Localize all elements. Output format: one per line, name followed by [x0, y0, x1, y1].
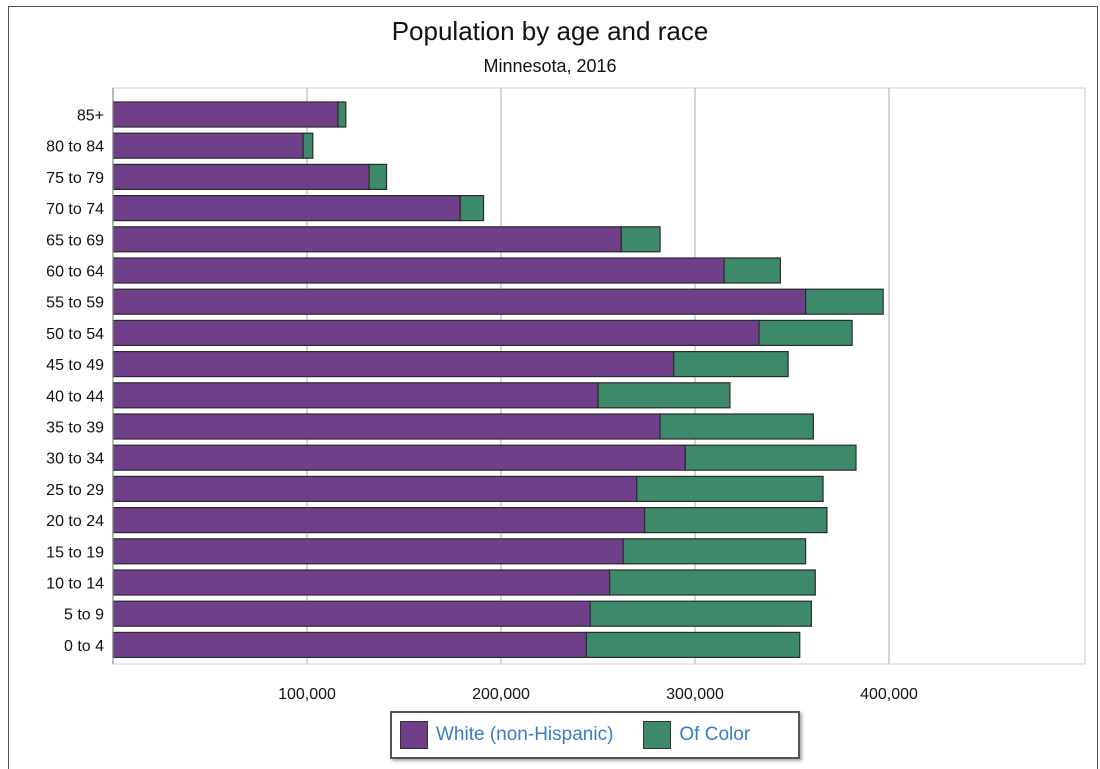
bar-white-12	[112, 475, 638, 502]
bar-of-color-13	[643, 507, 828, 534]
bar-white-7	[112, 319, 760, 346]
bar-white-9	[112, 382, 599, 409]
bar-white-8	[112, 351, 675, 378]
bar-white-16	[112, 600, 591, 627]
bar-white-15	[112, 569, 611, 596]
bar-of-color-10	[659, 413, 814, 440]
y-tick-label-6: 55 to 59	[46, 295, 104, 312]
bar-white-2	[112, 163, 370, 190]
chart-frame	[8, 6, 1098, 769]
bar-of-color-0	[337, 101, 347, 128]
bar-of-color-8	[673, 351, 789, 378]
bar-white-3	[112, 195, 461, 222]
y-tick-label-8: 45 to 49	[46, 357, 104, 374]
y-tick-label-16: 5 to 9	[64, 607, 104, 624]
bar-of-color-11	[684, 444, 857, 471]
legend-label-white: White (non-Hispanic)	[436, 724, 614, 745]
bar-of-color-5	[723, 257, 781, 284]
bar-of-color-6	[804, 288, 884, 315]
bar-of-color-16	[589, 600, 812, 627]
legend-item-white: White (non-Hispanic)	[400, 721, 613, 749]
bar-white-6	[112, 288, 807, 315]
axes: 100,000 200,000 300,000 400,000 85+ 80 to 84 7…	[46, 88, 1085, 703]
y-tick-label-14: 15 to 19	[46, 544, 104, 561]
bar-of-color-17	[585, 631, 801, 659]
x-tick-label-2: 300,000	[666, 686, 724, 703]
y-tick-label-10: 35 to 39	[46, 420, 104, 437]
legend-swatch-white	[400, 721, 428, 749]
bar-white-1	[112, 132, 304, 159]
bar-of-color-12	[636, 475, 824, 502]
x-tick-label-1: 200,000	[472, 686, 530, 703]
chart-title: Population by age and race	[391, 16, 709, 46]
y-tick-label-11: 30 to 34	[46, 451, 104, 468]
bars	[112, 101, 884, 659]
bar-of-color-15	[609, 569, 816, 596]
bar-of-color-14	[622, 538, 807, 565]
legend-item-of-color: Of Color	[643, 721, 750, 749]
x-tick-label-3: 400,000	[860, 686, 918, 703]
bar-white-13	[112, 507, 646, 534]
legend-swatch-of-color	[643, 721, 672, 749]
bar-of-color-9	[597, 382, 731, 409]
y-tick-label-13: 20 to 24	[46, 513, 104, 530]
y-tick-label-5: 60 to 64	[46, 264, 104, 281]
bar-of-color-2	[368, 163, 388, 190]
y-tick-label-17: 0 to 4	[64, 638, 104, 655]
bar-of-color-1	[302, 132, 314, 159]
y-tick-label-4: 65 to 69	[46, 232, 104, 249]
x-tick-label-0: 100,000	[278, 686, 336, 703]
y-tick-label-15: 10 to 14	[46, 576, 104, 593]
y-tick-label-1: 80 to 84	[46, 139, 104, 156]
bar-white-4	[112, 226, 622, 253]
y-tick-label-12: 25 to 29	[46, 482, 104, 499]
bar-white-17	[112, 631, 587, 659]
y-tick-label-7: 50 to 54	[46, 326, 104, 343]
bar-of-color-7	[758, 319, 853, 346]
legend-label-of-color: Of Color	[679, 724, 751, 745]
bar-white-0	[112, 101, 339, 128]
bar-of-color-4	[620, 226, 661, 253]
bar-white-5	[112, 257, 725, 284]
y-tick-label-2: 75 to 79	[46, 170, 104, 187]
bar-white-11	[112, 444, 686, 471]
y-tick-label-3: 70 to 74	[46, 201, 104, 218]
chart-subtitle: Minnesota, 2016	[483, 56, 617, 76]
y-tick-label-9: 40 to 44	[46, 388, 104, 405]
legend: White (non-Hispanic) Of Color	[390, 711, 800, 759]
bar-of-color-3	[459, 195, 485, 222]
bar-white-14	[112, 538, 624, 565]
bar-white-10	[112, 413, 661, 440]
y-tick-label-0: 85+	[77, 108, 104, 125]
